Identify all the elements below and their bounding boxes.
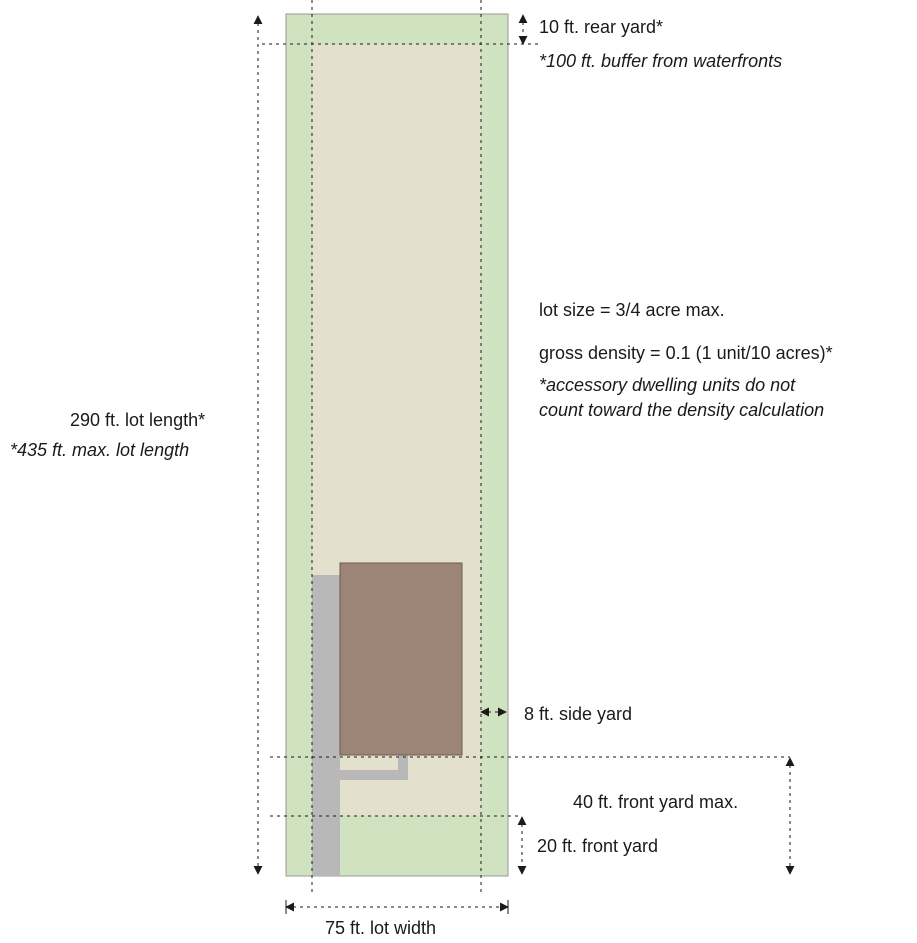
walkway-vertical	[398, 755, 408, 775]
adu-note-line-2: count toward the density calculation	[539, 400, 825, 420]
front-yard-label: 20 ft. front yard	[537, 836, 659, 856]
adu-note-line-1: *accessory dwelling units do not	[539, 375, 796, 395]
front-yard-max-label: 40 ft. front yard max.	[573, 792, 739, 812]
walkway-horizontal	[340, 770, 408, 780]
house-footprint	[339, 562, 463, 756]
driveway	[312, 575, 340, 876]
lot-size-label: lot size = 3/4 acre max.	[539, 300, 725, 320]
gross-density-label: gross density = 0.1 (1 unit/10 acres)*	[539, 343, 833, 363]
lot-length-max-label: *435 ft. max. lot length	[10, 440, 190, 460]
lot-width-label: 75 ft. lot width	[325, 918, 437, 938]
rear-yard-label: 10 ft. rear yard*	[539, 17, 664, 37]
lot-length-label: 290 ft. lot length*	[70, 410, 206, 430]
rear-yard-note: *100 ft. buffer from waterfronts	[539, 51, 783, 71]
side-yard-label: 8 ft. side yard	[524, 704, 633, 724]
